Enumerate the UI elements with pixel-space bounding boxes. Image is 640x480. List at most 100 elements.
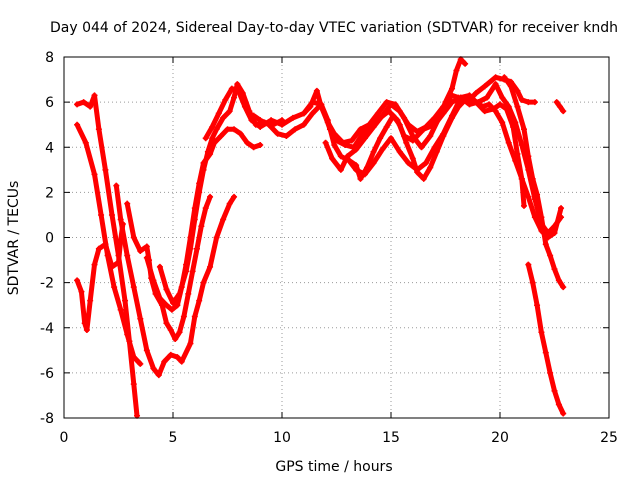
data-point	[163, 286, 170, 293]
data-point	[542, 241, 549, 248]
data-point	[213, 126, 220, 133]
data-point	[497, 101, 503, 108]
data-point	[204, 148, 211, 155]
data-point	[167, 351, 174, 358]
data-point	[486, 101, 493, 108]
data-point	[422, 123, 429, 130]
data-point	[74, 277, 81, 284]
data-point	[553, 99, 560, 106]
data-point	[431, 114, 438, 121]
data-point	[551, 266, 558, 273]
data-point	[274, 130, 281, 137]
data-point	[292, 126, 299, 133]
data-point	[466, 92, 473, 99]
data-point	[514, 151, 521, 158]
data-point	[359, 130, 366, 137]
data-point	[525, 261, 532, 268]
y-tick-label: 4	[45, 140, 54, 156]
data-point	[87, 297, 94, 304]
data-point	[322, 139, 329, 146]
chart-title: Day 044 of 2024, Sidereal Day-to-day VTE…	[50, 20, 618, 36]
y-tick-label: -4	[40, 321, 54, 337]
series-track-g	[157, 81, 285, 306]
data-point	[87, 103, 94, 110]
data-point	[257, 123, 264, 130]
data-point	[183, 268, 190, 275]
data-point	[155, 372, 162, 379]
data-point	[518, 175, 525, 182]
data-point	[250, 144, 257, 151]
data-point	[180, 313, 187, 320]
y-tick-label: 0	[45, 231, 54, 247]
data-point	[353, 146, 360, 153]
data-point	[529, 279, 536, 286]
data-point	[207, 263, 214, 270]
data-point	[231, 193, 238, 200]
y-tick-label: -8	[40, 411, 54, 427]
data-point	[95, 245, 102, 252]
data-point	[122, 297, 129, 304]
data-point	[370, 160, 377, 167]
data-point	[231, 94, 238, 101]
data-point	[95, 126, 102, 133]
data-point	[518, 96, 525, 103]
data-point	[189, 268, 196, 275]
data-point	[518, 141, 525, 148]
data-point	[170, 299, 176, 306]
data-point	[265, 121, 272, 128]
data-point	[331, 141, 338, 148]
data-point	[457, 94, 464, 101]
data-point	[409, 137, 416, 144]
data-point	[137, 248, 144, 255]
data-point	[449, 85, 456, 92]
data-point	[510, 123, 517, 130]
data-point	[427, 164, 434, 171]
data-point	[318, 101, 325, 108]
data-point	[91, 261, 98, 268]
data-point	[172, 336, 179, 343]
data-point	[168, 306, 175, 313]
data-point	[137, 360, 144, 367]
data-point	[525, 153, 532, 160]
data-point	[213, 234, 220, 241]
data-point	[551, 387, 558, 394]
data-point	[108, 211, 115, 218]
data-point	[279, 121, 285, 128]
data-point	[538, 214, 545, 221]
data-point	[396, 148, 403, 155]
data-point	[525, 193, 532, 200]
data-point	[167, 327, 174, 334]
x-tick-label: 20	[491, 430, 509, 446]
data-point	[503, 105, 510, 112]
data-point	[357, 126, 364, 133]
data-point	[344, 155, 351, 162]
data-point	[196, 189, 203, 196]
series-track-n	[525, 262, 566, 416]
data-point	[130, 354, 137, 361]
data-point	[440, 103, 447, 110]
data-point	[520, 202, 527, 209]
data-point	[248, 117, 255, 124]
data-point	[409, 155, 416, 162]
data-point	[420, 175, 427, 182]
data-point	[405, 160, 412, 167]
data-point	[492, 81, 499, 88]
data-point	[83, 327, 90, 334]
data-point	[431, 121, 438, 128]
data-point	[202, 135, 209, 142]
grid	[64, 57, 609, 418]
series-track-l	[344, 92, 527, 209]
data-point	[250, 112, 257, 119]
data-point	[396, 108, 403, 115]
data-point	[414, 166, 421, 173]
data-point	[555, 401, 562, 408]
data-point	[200, 279, 207, 286]
data-point	[81, 320, 88, 327]
data-point	[241, 103, 248, 110]
data-point	[174, 302, 181, 309]
data-point	[217, 132, 224, 139]
data-point	[440, 130, 447, 137]
data-point	[396, 121, 403, 128]
data-point	[348, 137, 355, 144]
data-point	[449, 92, 456, 99]
